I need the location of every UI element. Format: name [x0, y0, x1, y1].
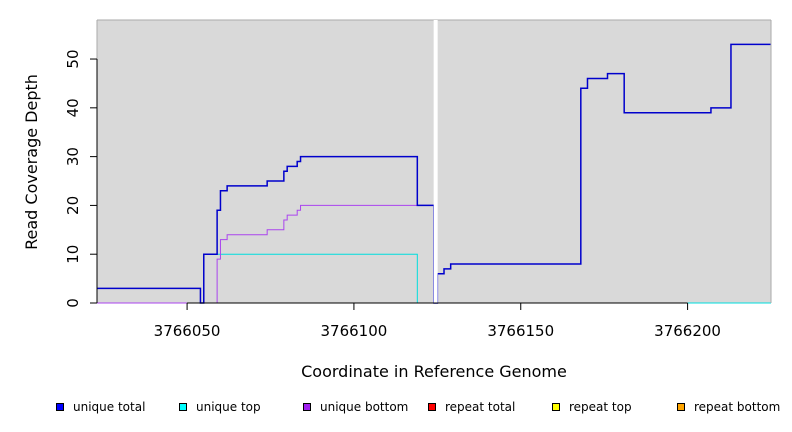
- y-tick-label: 30: [64, 147, 82, 166]
- legend-item-unique-top: unique top: [179, 400, 261, 414]
- legend-item-unique-total: unique total: [56, 400, 145, 414]
- legend-swatch: [56, 403, 64, 411]
- y-tick-label: 50: [64, 49, 82, 68]
- legend-label: repeat top: [569, 400, 632, 414]
- legend-label: repeat total: [445, 400, 516, 414]
- legend-swatch: [552, 403, 560, 411]
- y-tick-label: 40: [64, 98, 82, 117]
- y-tick-label: 10: [64, 245, 82, 264]
- legend-label: unique total: [73, 400, 146, 414]
- series-unique-total: [97, 43, 771, 304]
- chart-legend: unique total unique top unique bottom repea…: [0, 400, 792, 420]
- x-tick-label: 3766200: [654, 322, 721, 340]
- legend-item-repeat-bottom: repeat bottom: [677, 400, 780, 414]
- series-unique-bottom: [97, 204, 435, 304]
- legend-swatch: [179, 403, 187, 411]
- x-tick-label: 3766150: [487, 322, 554, 340]
- y-tick-label: 0: [64, 298, 82, 308]
- y-axis-title: Read Coverage Depth: [22, 74, 41, 250]
- x-tick-label: 3766100: [321, 322, 388, 340]
- x-tick-label: 3766050: [154, 322, 221, 340]
- legend-label: repeat bottom: [694, 400, 781, 414]
- legend-label: unique bottom: [320, 400, 409, 414]
- legend-swatch: [677, 403, 685, 411]
- legend-item-unique-bottom: unique bottom: [303, 400, 408, 414]
- x-axis: 3766050 3766100 3766150 3766200: [154, 302, 721, 340]
- y-tick-label: 20: [64, 196, 82, 215]
- legend-swatch: [303, 403, 311, 411]
- legend-swatch: [428, 403, 436, 411]
- y-axis: 0 10 20 30 40 50: [64, 49, 98, 308]
- legend-label: unique top: [196, 400, 261, 414]
- x-axis-title: Coordinate in Reference Genome: [301, 362, 567, 381]
- legend-item-repeat-total: repeat total: [428, 400, 515, 414]
- legend-item-repeat-top: repeat top: [552, 400, 632, 414]
- coverage-chart: 0 10 20 30 40 50 3766050 3766100 3766150 3766200…: [22, 19, 772, 381]
